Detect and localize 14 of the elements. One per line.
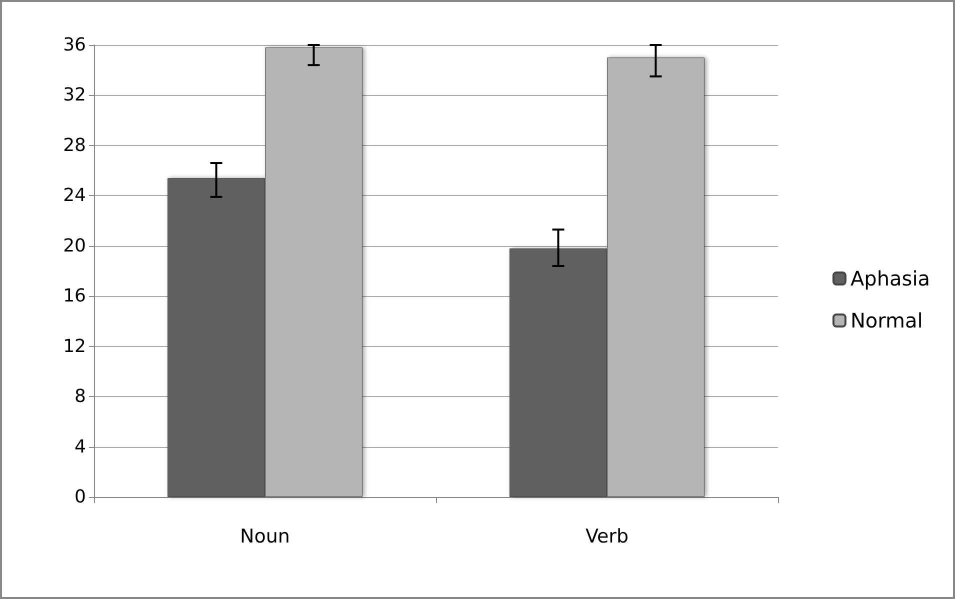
y-tick-label: 8 <box>74 386 86 408</box>
y-tick-label: 16 <box>63 286 86 307</box>
y-tick-label: 20 <box>63 235 86 256</box>
y-tick-label: 36 <box>63 34 86 56</box>
y-tick-label: 28 <box>63 134 86 156</box>
legend-label: Aphasia <box>850 266 930 290</box>
y-tick-label: 0 <box>74 486 86 508</box>
y-tick-label: 12 <box>63 336 86 357</box>
x-tick-label: Verb <box>585 526 629 548</box>
y-tick-label: 24 <box>63 185 86 206</box>
y-tick-label: 4 <box>74 436 86 458</box>
legend-label: Normal <box>850 308 923 332</box>
y-tick-label: 32 <box>63 84 86 106</box>
x-tick-label: Noun <box>240 526 290 548</box>
